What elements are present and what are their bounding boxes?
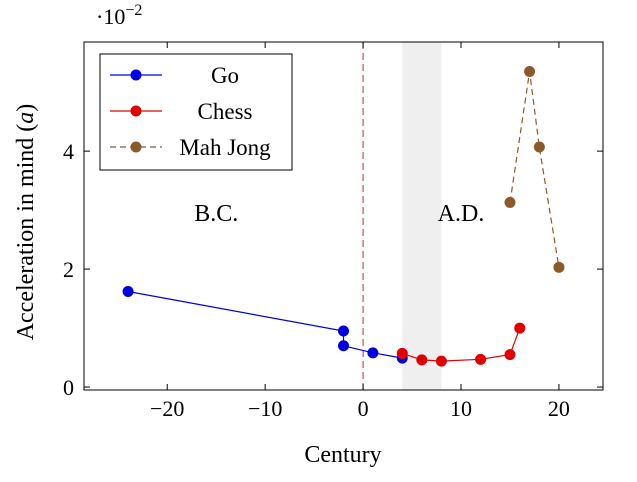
data-point-go: [338, 325, 349, 337]
data-point-mah-jong: [524, 65, 536, 77]
annotation-layer: B.C. A.D.: [194, 201, 484, 227]
tick-layer: −20 −10 0 10 20 0 2 4: [63, 42, 603, 421]
data-point-mah-jong: [533, 141, 545, 153]
x-tick-label: 0: [358, 396, 369, 421]
series-line-go: [127, 290, 403, 359]
x-tick-label: −20: [150, 396, 184, 421]
data-point-chess: [396, 347, 408, 359]
data-point-chess: [475, 353, 487, 365]
data-point-chess: [435, 355, 447, 367]
data-point-chess: [416, 354, 428, 366]
data-point-go: [338, 340, 349, 352]
y-scale-exponent: −2: [125, 2, 142, 19]
data-point-chess: [504, 349, 516, 361]
legend-swatch-marker-mah-jong: [130, 141, 142, 153]
x-axis-label: Century: [304, 442, 381, 468]
y-tick-label: 0: [63, 375, 74, 400]
data-point-mah-jong: [504, 196, 516, 208]
legend-swatch-marker-chess: [130, 105, 142, 117]
annotation-label: A.D.: [438, 201, 485, 227]
x-tick-label: −10: [248, 396, 282, 421]
shaded-band-layer: [402, 42, 442, 390]
series-layer: [122, 65, 565, 367]
y-axis-label-variable: a: [13, 112, 39, 124]
y-axis-label: Acceleration in mind (a): [13, 104, 39, 341]
legend-swatch-marker-go: [130, 69, 142, 81]
data-point-go: [367, 347, 379, 359]
x-tick-label: 20: [548, 396, 570, 421]
y-tick-label: 2: [63, 257, 74, 282]
annotation-label: B.C.: [194, 201, 238, 227]
y-scale-factor: ·10−2: [96, 2, 142, 29]
data-point-chess: [514, 322, 526, 334]
data-point-go: [122, 285, 134, 297]
legend: Go Chess Mah Jong: [99, 53, 293, 171]
series-line-mah-jong: [509, 71, 560, 268]
data-point-mah-jong: [553, 261, 565, 273]
plot-frame: [83, 41, 604, 391]
legend-label-mah-jong: Mah Jong: [179, 135, 271, 160]
legend-label-go: Go: [211, 63, 239, 88]
y-axis-label-close: ): [13, 104, 39, 112]
y-scale-base: ·10: [96, 4, 125, 29]
x-tick-label: 10: [450, 396, 472, 421]
shaded-band: [402, 42, 442, 390]
y-axis-label-main: Acceleration in mind (: [13, 124, 39, 341]
legend-label-chess: Chess: [198, 99, 253, 124]
y-tick-label: 4: [63, 139, 74, 164]
